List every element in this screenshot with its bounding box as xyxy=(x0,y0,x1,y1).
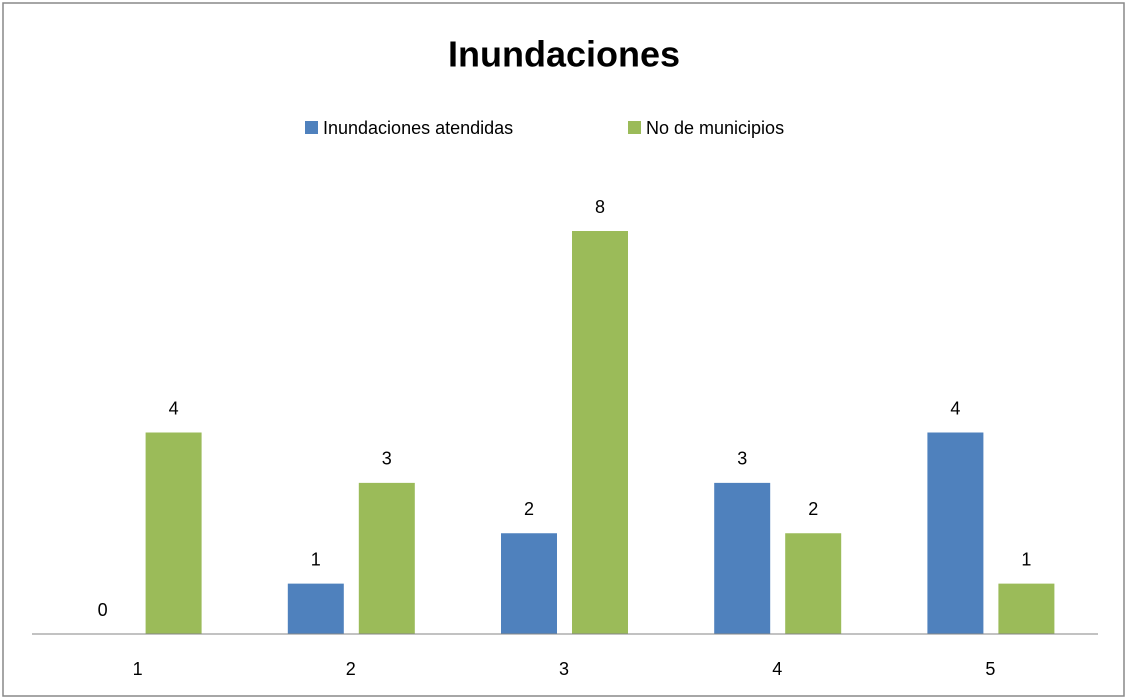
bar xyxy=(927,432,984,634)
x-tick-label: 2 xyxy=(346,659,356,679)
bar xyxy=(145,432,202,634)
bar xyxy=(572,231,628,634)
legend-label: Inundaciones atendidas xyxy=(323,118,513,138)
bar xyxy=(358,482,415,634)
data-label: 1 xyxy=(311,549,321,569)
data-label: 1 xyxy=(1021,549,1031,569)
bar xyxy=(287,583,344,634)
x-tick-label: 3 xyxy=(559,659,569,679)
data-label: 8 xyxy=(595,197,605,217)
bar xyxy=(714,482,771,634)
bar xyxy=(998,583,1055,634)
x-tick-label: 1 xyxy=(133,659,143,679)
bar xyxy=(501,533,557,634)
data-label: 4 xyxy=(169,398,179,418)
data-label: 0 xyxy=(98,600,108,620)
legend-swatch xyxy=(305,121,318,134)
x-tick-label: 4 xyxy=(772,659,782,679)
data-label: 3 xyxy=(737,449,747,469)
data-label: 2 xyxy=(524,499,534,519)
data-label: 4 xyxy=(950,398,960,418)
chart-title: Inundaciones xyxy=(448,34,680,75)
legend-label: No de municipios xyxy=(646,118,784,138)
bar xyxy=(785,533,842,634)
legend-swatch xyxy=(628,121,641,134)
x-tick-label: 5 xyxy=(985,659,995,679)
data-label: 2 xyxy=(808,499,818,519)
data-label: 3 xyxy=(382,449,392,469)
